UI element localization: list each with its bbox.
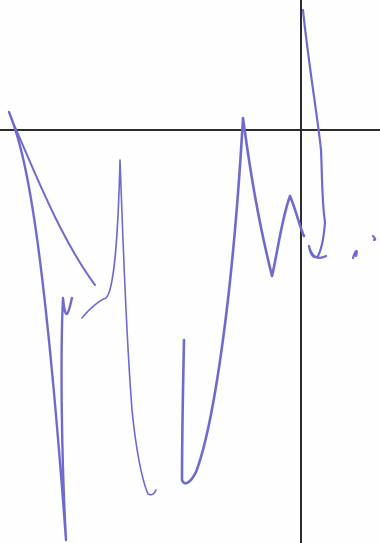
pen-stroke bbox=[10, 117, 96, 286]
pen-stroke bbox=[81, 159, 157, 496]
freehand-strokes bbox=[7, 8, 377, 542]
pen-stroke bbox=[371, 234, 377, 242]
pen-stroke bbox=[7, 110, 74, 542]
pen-stroke bbox=[351, 249, 358, 260]
pen-stroke bbox=[180, 116, 306, 485]
pen-stroke bbox=[301, 8, 328, 259]
